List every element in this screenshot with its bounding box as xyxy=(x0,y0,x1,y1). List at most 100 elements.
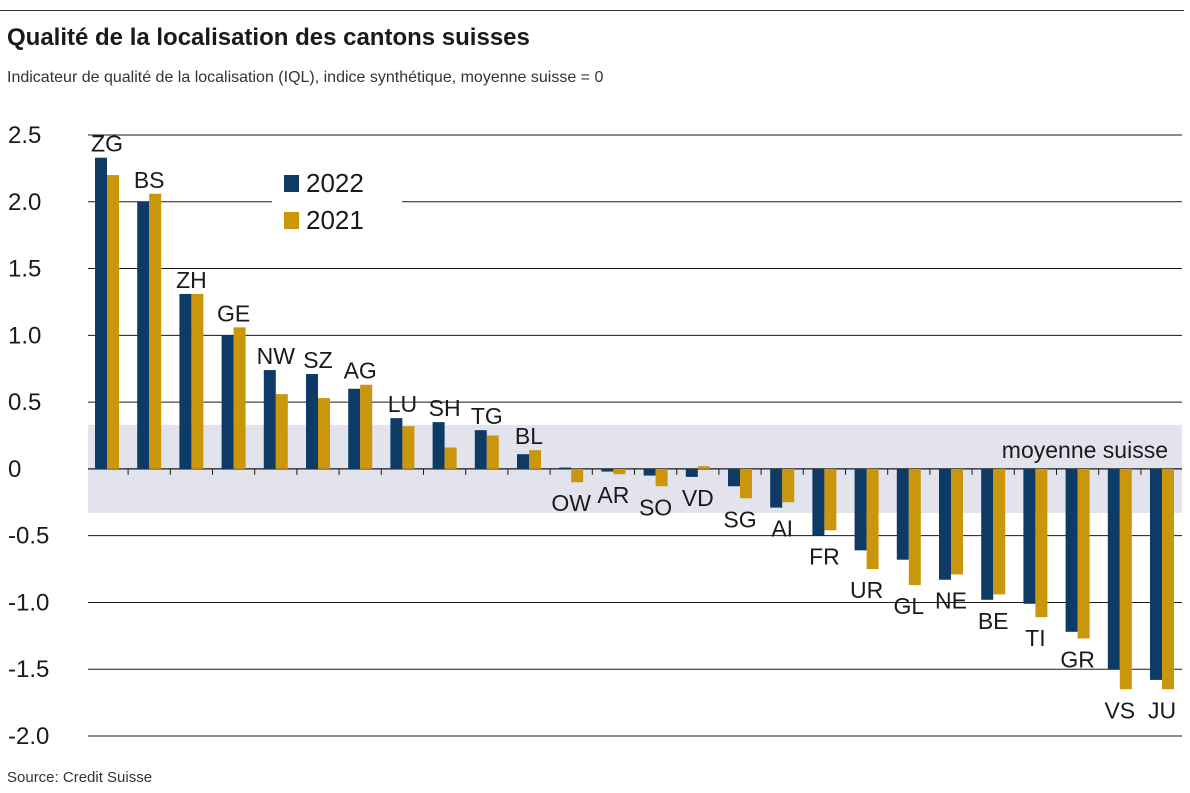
bar-2022-sh xyxy=(432,422,445,469)
bar-2021-ju xyxy=(1162,468,1174,690)
category-labels: ZG BS ZH GE NW SZ AG LU SH TG BL OW AR SO VD SG AI FR UR GL… xyxy=(91,131,1176,724)
bar-2022-vs xyxy=(1107,468,1120,670)
y-tick-label: -2.0 xyxy=(8,723,49,750)
y-tick-label: -1.0 xyxy=(8,589,49,616)
y-tick-label: 0.5 xyxy=(8,389,41,416)
bar-2021-ne xyxy=(951,468,963,575)
bar-2022-lu xyxy=(390,418,403,469)
legend-swatch-2022 xyxy=(284,175,299,192)
category-label-sh: SH xyxy=(429,395,461,421)
bar-2022-ge xyxy=(221,335,234,469)
chart-subtitle: Indicateur de qualité de la localisation… xyxy=(7,69,604,86)
category-label-ai: AI xyxy=(771,516,793,542)
bar-2022-sg xyxy=(728,468,740,487)
bar-2021-gl xyxy=(908,468,921,586)
bars xyxy=(95,157,1174,690)
y-tick-label: -0.5 xyxy=(8,523,49,550)
bar-2022-zh xyxy=(179,293,192,469)
category-label-sg: SG xyxy=(723,506,756,532)
bar-2021-fr xyxy=(824,468,837,531)
bar-2021-sh xyxy=(444,447,457,469)
category-label-fr: FR xyxy=(809,544,840,570)
category-label-ag: AG xyxy=(344,358,377,384)
bar-2021-bl xyxy=(529,450,541,469)
category-label-ju: JU xyxy=(1148,697,1176,723)
category-label-sz: SZ xyxy=(303,347,332,373)
bar-2022-gl xyxy=(896,468,909,560)
bar-2022-tg xyxy=(474,430,487,469)
category-label-vd: VD xyxy=(682,485,714,511)
bar-2021-ow xyxy=(571,468,584,483)
y-axis-ticks: 2.5 2.0 1.5 1.0 0.5 0 -0.5 -1.0 -1.5 -2.0 xyxy=(8,122,49,750)
category-label-so: SO xyxy=(639,494,672,520)
bar-2022-ur xyxy=(854,468,867,551)
bar-2021-bs xyxy=(149,193,162,469)
legend-label-2021: 2021 xyxy=(306,205,364,235)
average-band-label: moyenne suisse xyxy=(1002,437,1168,463)
bar-2022-ne xyxy=(939,468,951,580)
y-tick-label: 1.0 xyxy=(8,322,41,349)
category-tickmarks xyxy=(127,468,1142,475)
bar-2021-zh xyxy=(191,293,204,469)
legend: 2022 2021 xyxy=(272,160,402,240)
bar-2021-gr xyxy=(1077,468,1090,639)
bar-2021-sg xyxy=(740,468,752,499)
category-label-ur: UR xyxy=(850,577,883,603)
source-note: Source: Credit Suisse xyxy=(7,769,153,786)
category-label-bl: BL xyxy=(515,423,543,449)
y-tick-label: 1.5 xyxy=(8,256,41,283)
bar-2021-vd xyxy=(697,466,710,469)
chart-title: Qualité de la localisation des cantons s… xyxy=(7,24,530,51)
bar-2021-vs xyxy=(1119,468,1132,690)
category-label-ne: NE xyxy=(935,588,967,614)
bar-2021-ge xyxy=(233,327,246,469)
y-tick-label: 0 xyxy=(8,456,21,483)
bar-2022-fr xyxy=(812,468,825,536)
bar-2021-sz xyxy=(318,398,330,469)
bar-2021-tg xyxy=(486,435,499,469)
bar-2022-ow xyxy=(559,467,572,469)
category-label-ow: OW xyxy=(551,490,591,516)
category-label-bs: BS xyxy=(134,167,165,193)
bar-2021-ar xyxy=(613,468,626,475)
category-label-nw: NW xyxy=(257,343,296,369)
category-label-ti: TI xyxy=(1025,625,1045,651)
category-label-zh: ZH xyxy=(176,267,207,293)
bar-2022-sz xyxy=(306,374,318,469)
category-label-gl: GL xyxy=(893,593,924,619)
legend-label-2022: 2022 xyxy=(306,168,364,198)
category-label-ar: AR xyxy=(597,482,629,508)
category-label-tg: TG xyxy=(471,403,503,429)
bar-2022-vd xyxy=(685,468,698,477)
legend-swatch-2021 xyxy=(284,212,299,229)
bar-2021-be xyxy=(993,468,1006,595)
bar-2021-so xyxy=(655,468,668,487)
category-label-be: BE xyxy=(978,608,1009,634)
category-label-gr: GR xyxy=(1060,647,1095,673)
bar-2022-so xyxy=(643,468,656,476)
bar-2021-ti xyxy=(1035,468,1048,618)
category-label-zg: ZG xyxy=(91,131,123,157)
y-tick-label: -1.5 xyxy=(8,656,49,683)
y-tick-label: 2.0 xyxy=(8,189,41,216)
bar-2022-ti xyxy=(1023,468,1036,604)
bar-2021-nw xyxy=(275,394,288,469)
bar-2022-bl xyxy=(517,454,529,469)
bar-2021-ai xyxy=(782,468,795,503)
y-tick-label: 2.5 xyxy=(8,122,41,149)
top-rule xyxy=(0,10,1184,11)
category-label-vs: VS xyxy=(1104,697,1135,723)
category-label-lu: LU xyxy=(388,391,417,417)
bar-2022-bs xyxy=(137,201,150,469)
bar-2022-ju xyxy=(1150,468,1162,680)
category-label-ge: GE xyxy=(217,300,250,326)
bar-2021-zg xyxy=(107,175,119,469)
bar-2022-ar xyxy=(601,468,614,472)
bar-2022-zg xyxy=(95,157,107,469)
bar-2022-be xyxy=(981,468,994,600)
bar-2021-ur xyxy=(866,468,879,570)
bar-2022-ai xyxy=(770,468,783,508)
bar-2021-ag xyxy=(360,384,373,469)
bar-2022-ag xyxy=(348,388,361,469)
